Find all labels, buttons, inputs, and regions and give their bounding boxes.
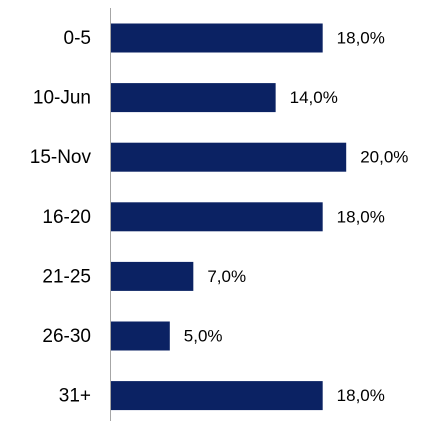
bar — [111, 381, 323, 411]
value-label: 7,0% — [207, 267, 246, 286]
category-label: 31+ — [59, 386, 91, 407]
bar — [111, 83, 276, 113]
value-label: 18,0% — [337, 28, 385, 47]
bar — [111, 202, 323, 232]
bar — [111, 261, 194, 291]
category-label: 16-20 — [42, 207, 91, 228]
category-label: 15-Nov — [30, 147, 92, 168]
value-label: 5,0% — [184, 326, 223, 345]
category-label: 21-25 — [42, 266, 91, 287]
bar — [111, 142, 347, 172]
value-label: 18,0% — [337, 386, 385, 405]
value-label: 14,0% — [290, 88, 338, 107]
category-label: 10-Jun — [33, 88, 91, 109]
value-label: 18,0% — [337, 207, 385, 226]
value-label: 20,0% — [360, 148, 408, 167]
category-label: 26-30 — [42, 326, 91, 347]
category-label: 0-5 — [64, 28, 91, 49]
bar — [111, 23, 323, 53]
bar — [111, 321, 170, 351]
